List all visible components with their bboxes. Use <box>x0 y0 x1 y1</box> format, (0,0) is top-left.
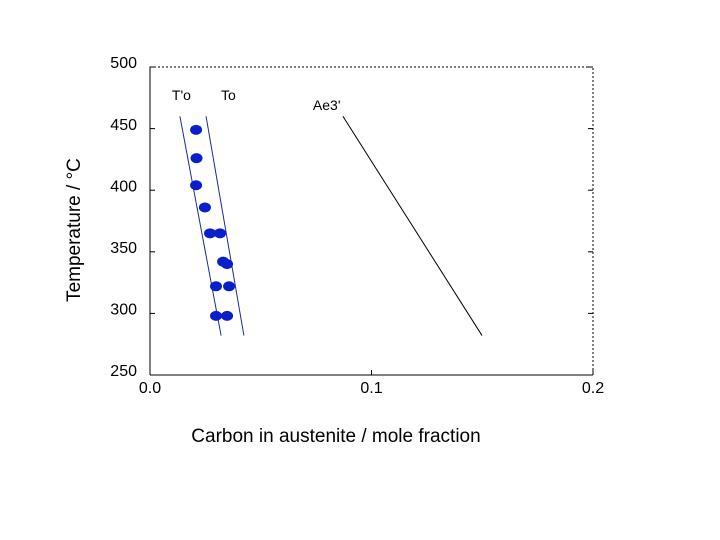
y-tick-label: 500 <box>110 55 137 72</box>
data-point <box>210 310 223 321</box>
reference-line <box>342 116 483 336</box>
x-axis-title: Carbon in austenite / mole fraction <box>191 426 480 447</box>
y-axis-title: Temperature / °C <box>64 158 85 302</box>
y-tick-label: 450 <box>110 117 137 134</box>
reference-line <box>205 116 245 336</box>
data-point <box>190 153 203 164</box>
data-point <box>223 281 236 292</box>
data-point <box>198 202 211 213</box>
data-point <box>210 281 223 292</box>
x-tick-label: 0.2 <box>582 380 604 397</box>
data-point <box>221 259 234 270</box>
data-point <box>190 180 203 191</box>
y-tick-label: 250 <box>110 363 137 380</box>
x-tick-label: 0.1 <box>360 380 382 397</box>
data-point <box>190 124 203 135</box>
reference-line <box>179 116 222 336</box>
data-point <box>204 228 217 239</box>
line-label: Ae3' <box>313 97 341 113</box>
data-point <box>221 310 234 321</box>
y-tick-label: 300 <box>110 302 137 319</box>
plot-frame <box>149 66 594 376</box>
line-label: To <box>221 87 236 103</box>
data-point <box>213 228 226 239</box>
x-tick-label: 0.0 <box>139 380 161 397</box>
y-tick-label: 400 <box>110 178 137 195</box>
line-label: T'o <box>172 87 191 103</box>
y-tick-label: 350 <box>110 240 137 257</box>
